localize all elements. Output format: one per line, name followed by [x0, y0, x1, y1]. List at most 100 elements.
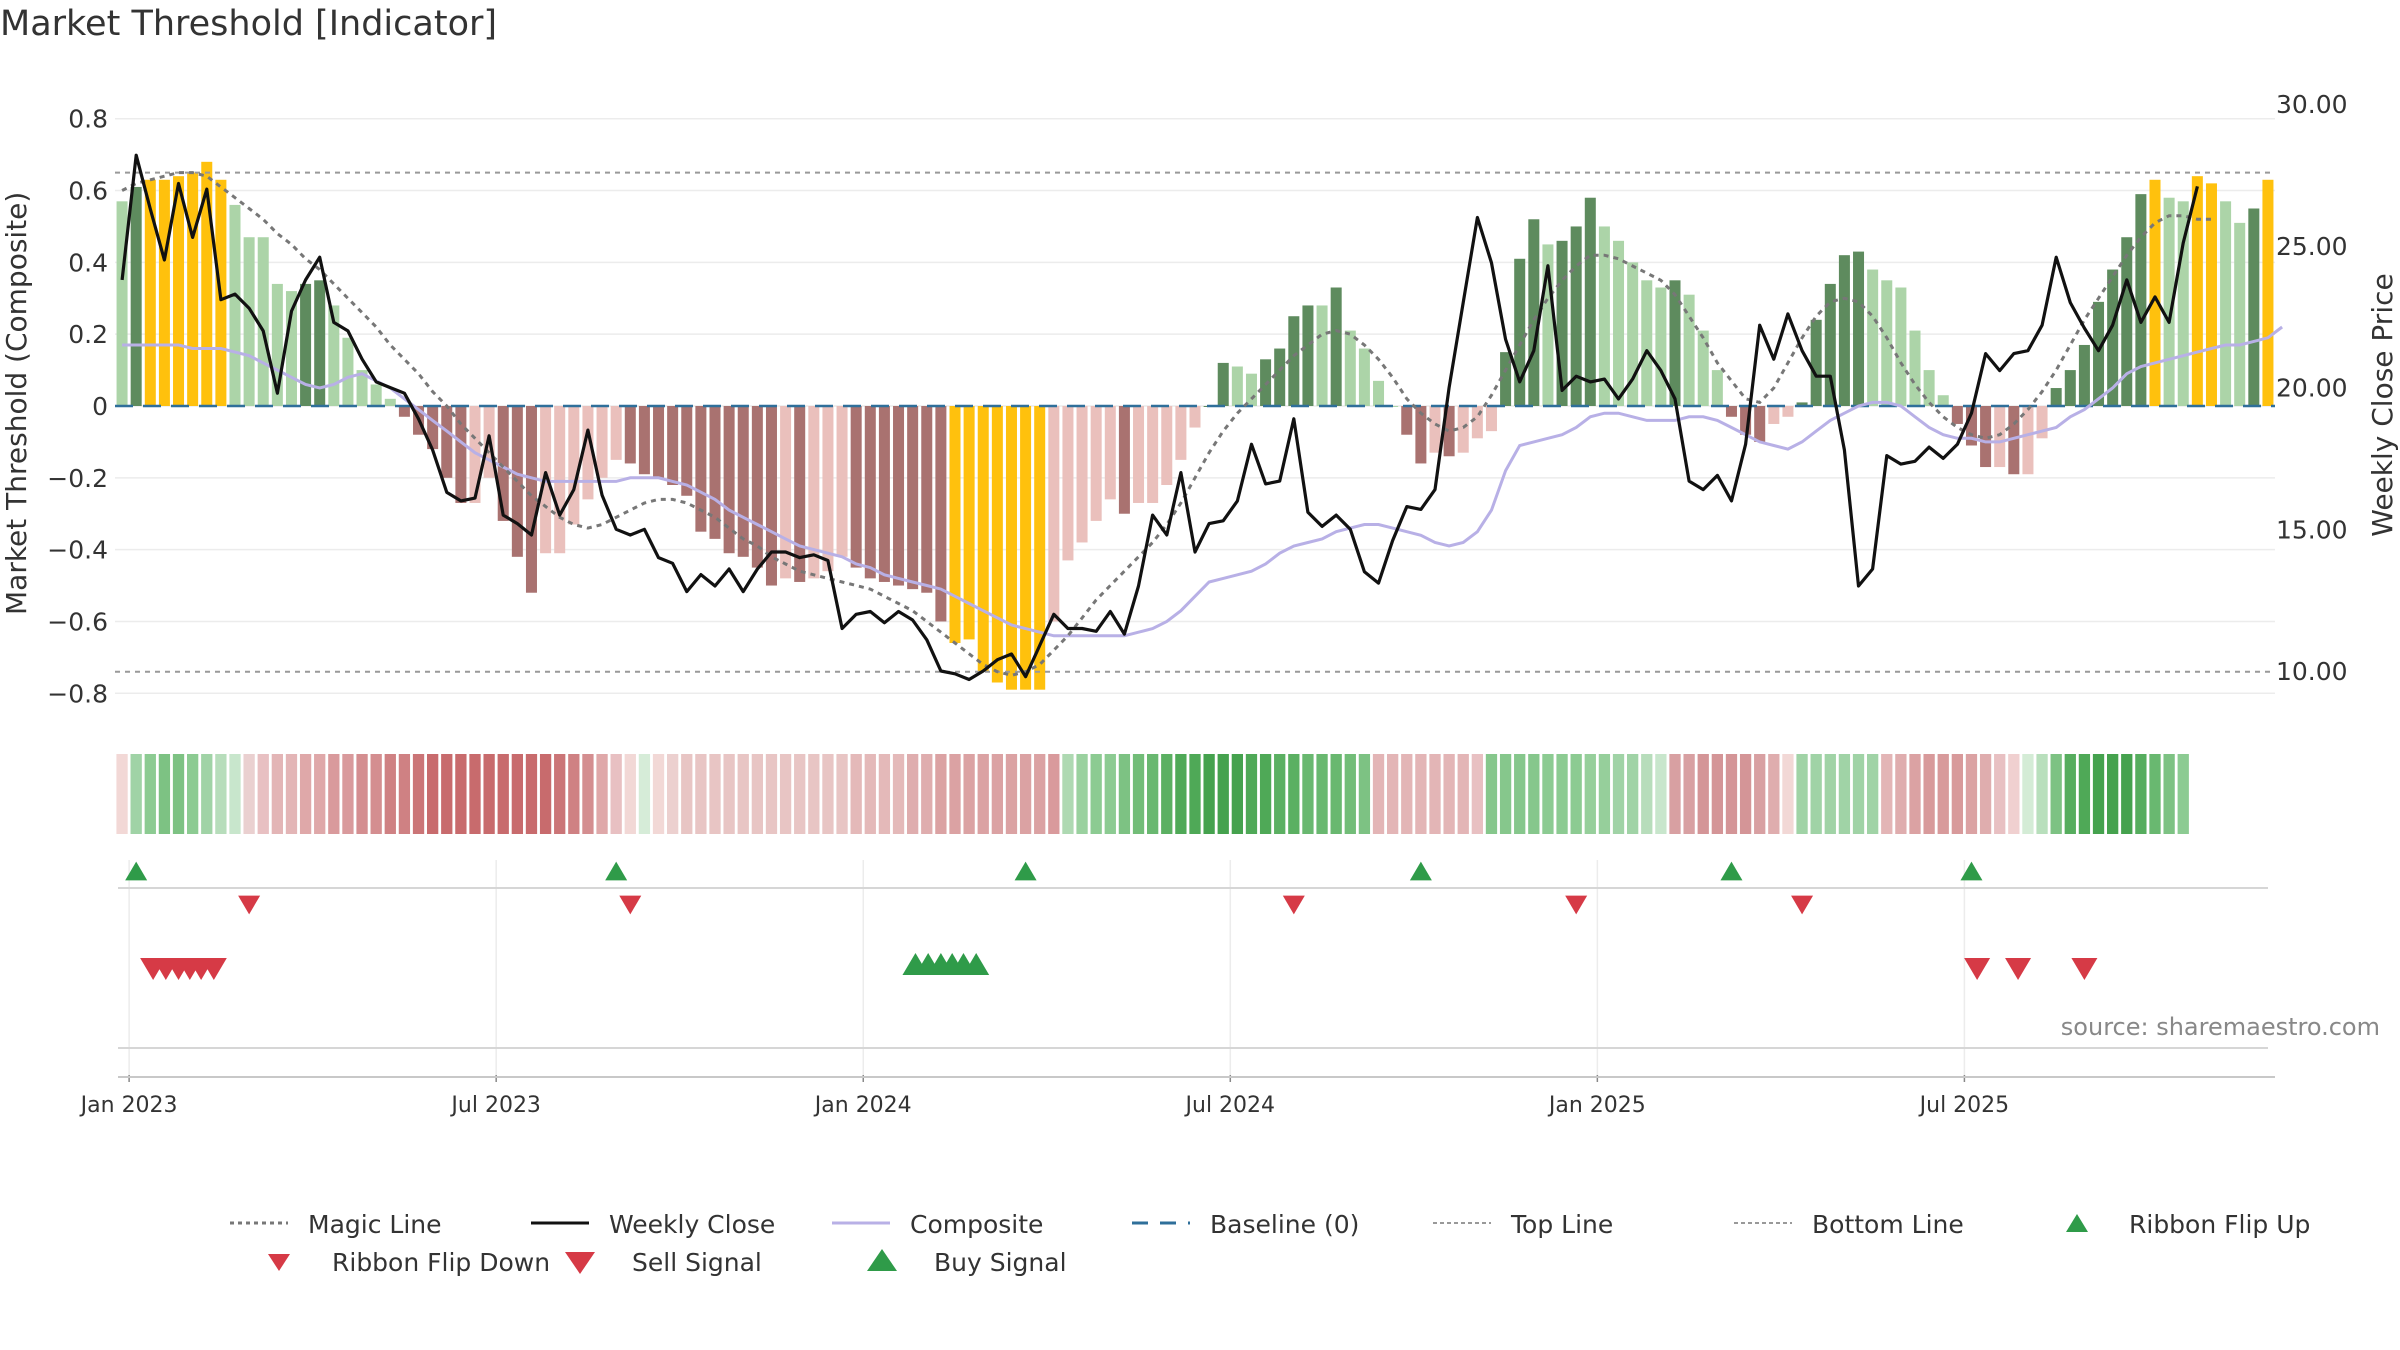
composite-bar: [2093, 301, 2105, 406]
ribbon-cell: [892, 754, 905, 834]
ribbon-cell: [1584, 754, 1596, 834]
series-lines: [120, 153, 2284, 682]
ribbon-cell: [1824, 754, 1836, 834]
legend-item-flipup: Ribbon Flip Up: [2066, 1210, 2310, 1239]
chart-title: Market Threshold [Indicator]: [0, 4, 498, 44]
y2-tick-label: 15.00: [2276, 515, 2348, 544]
ribbon-cell: [1274, 754, 1286, 834]
ribbon-cell: [709, 754, 721, 834]
composite-bar: [187, 172, 199, 406]
y2-tick-label: 25.00: [2276, 232, 2348, 261]
ribbon-cell: [2008, 754, 2020, 834]
composite-bar: [1133, 406, 1145, 503]
composite-bar: [384, 398, 396, 406]
composite-bar: [1542, 244, 1554, 406]
composite-bar: [2191, 176, 2203, 406]
composite-bar: [1415, 406, 1427, 464]
ribbon-cell: [1965, 754, 1978, 834]
ribbon-cell: [497, 754, 509, 834]
ribbon-cell: [455, 754, 467, 834]
ribbon-cell: [1203, 754, 1215, 834]
sell-signal-marker: [1964, 957, 1991, 981]
composite-bar: [977, 406, 989, 672]
buy-signal-marker: [963, 952, 990, 976]
composite-bar: [398, 406, 410, 417]
composite-bar: [1175, 406, 1187, 460]
ribbon-cell: [412, 754, 425, 834]
ribbon-flip-up-marker: [1960, 861, 1983, 881]
ribbon-cell: [1711, 754, 1723, 834]
ribbon-cell: [779, 754, 792, 834]
ribbon-cell: [1401, 754, 1413, 834]
legend: Magic Line Weekly Close Composite Baseline …: [230, 1210, 2310, 1277]
ribbon-cell: [2135, 754, 2147, 834]
composite-bar: [1358, 348, 1370, 406]
composite-bar: [1598, 226, 1610, 406]
composite-bar: [681, 406, 693, 496]
ribbon-cell: [1132, 754, 1145, 834]
ribbon-cell: [1330, 754, 1342, 834]
sell-signal-marker: [2005, 957, 2032, 981]
composite-bar: [1655, 287, 1667, 406]
composite-bar: [1740, 406, 1752, 435]
ribbon-cell: [328, 754, 340, 834]
ribbon-cell: [2163, 754, 2175, 834]
composite-bar: [285, 291, 297, 406]
ribbon-cell: [1782, 754, 1794, 834]
composite-bar: [2262, 179, 2274, 406]
ribbon-cell: [356, 754, 368, 834]
ribbon-cell: [469, 754, 481, 834]
composite-bar: [441, 406, 453, 478]
composite-bar: [2107, 269, 2119, 406]
legend-label: Magic Line: [308, 1210, 442, 1239]
y2-tick-label: 10.00: [2276, 657, 2348, 686]
composite-bar: [130, 186, 142, 406]
ribbon-cell: [1641, 754, 1653, 834]
ribbon-cell: [1514, 754, 1526, 834]
ribbon-cell: [1669, 754, 1681, 834]
y-tick-label: 0.4: [68, 248, 108, 277]
composite-bar: [1443, 406, 1455, 457]
composite-bar: [2050, 388, 2062, 406]
composite-bar: [709, 406, 721, 539]
composite-bar: [2234, 222, 2246, 406]
y-tick-label: −0.4: [47, 536, 108, 565]
y2-tick-label: 20.00: [2276, 374, 2348, 403]
ribbon-cell: [172, 754, 185, 834]
legend-swatch: [867, 1249, 897, 1271]
composite-bar: [963, 406, 975, 640]
ribbon-cell: [1852, 754, 1865, 834]
composite-bar: [144, 179, 156, 406]
composite-bar: [1627, 262, 1639, 406]
composite-bar: [1217, 362, 1229, 406]
composite-bar: [173, 176, 185, 406]
y-tick-label: 0.8: [68, 105, 108, 134]
composite-bar: [667, 406, 679, 485]
ribbon-cell: [1542, 754, 1554, 834]
ribbon-cell: [638, 754, 651, 834]
ribbon-cell: [878, 754, 891, 834]
legend-swatch: [268, 1254, 290, 1271]
ribbon-cell: [1725, 754, 1738, 834]
composite-bar: [596, 406, 608, 478]
ribbon-cell: [271, 754, 283, 834]
composite-bar: [2121, 237, 2133, 406]
ribbon-cell: [554, 754, 566, 834]
ribbon-cell: [582, 754, 594, 834]
composite-bar: [1020, 406, 1032, 690]
composite-bar: [568, 406, 580, 525]
composite-bar: [1373, 380, 1385, 406]
composite-bar: [1965, 406, 1977, 446]
composite-bar: [1669, 280, 1681, 406]
ribbon-strip: [116, 754, 2189, 834]
composite-bar: [1288, 316, 1300, 406]
composite-bar: [2177, 201, 2189, 406]
composite-bar: [1034, 406, 1046, 690]
composite-bar: [1274, 348, 1286, 406]
ribbon-cell: [539, 754, 552, 834]
composite-bar: [2008, 406, 2020, 475]
y-axis-label-right: Weekly Close Price: [2366, 273, 2399, 536]
ribbon-cell: [398, 754, 411, 834]
composite-bar: [554, 406, 566, 554]
ribbon-cell: [1655, 754, 1667, 834]
